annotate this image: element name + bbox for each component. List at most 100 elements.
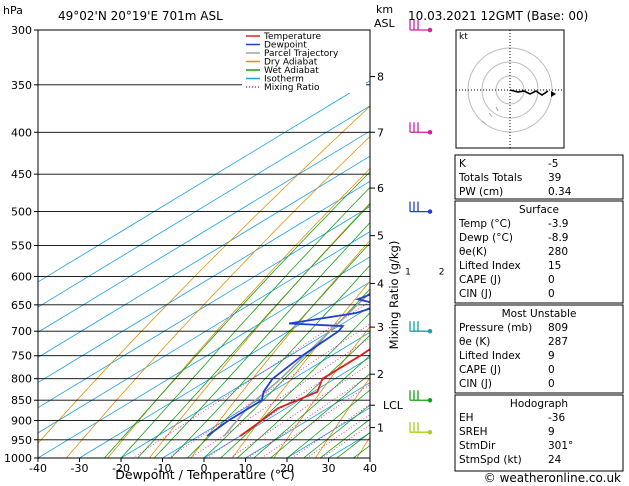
wind-barbs — [409, 20, 433, 435]
legend-entry: Parcel Trajectory — [264, 49, 339, 59]
wet-adiabat — [120, 186, 370, 458]
wet-adiabat — [104, 171, 370, 458]
wet-adiabat — [236, 334, 370, 458]
isotherm — [79, 281, 370, 458]
stats-label: θe (K) — [459, 336, 490, 348]
stats-section-title: Hodograph — [510, 398, 568, 410]
dry-adiabat — [315, 377, 370, 458]
pressure-tick-label: 300 — [11, 24, 32, 37]
stats-box — [454, 154, 624, 200]
profiles — [206, 291, 370, 437]
wind-barb — [409, 390, 433, 403]
legend-entry: Dewpoint — [264, 41, 307, 51]
stats-label: Lifted Index — [459, 260, 521, 272]
stats-label: SREH — [459, 426, 488, 438]
pressure-tick-label: 600 — [11, 270, 32, 283]
hodograph-level-ticks — [481, 106, 499, 125]
legend-entry: Mixing Ratio — [264, 83, 320, 93]
stats-label: PW (cm) — [459, 186, 503, 198]
stats-value: 39 — [548, 172, 561, 184]
stats-value: 0 — [548, 364, 555, 376]
hpa-label: hPa — [3, 4, 23, 17]
legend-entry: Dry Adiabat — [264, 58, 318, 68]
stats-value: 0 — [548, 378, 555, 390]
wet-adiabat — [220, 312, 370, 458]
pressure-tick-label: 1000 — [4, 452, 32, 465]
pressure-tick-label: 400 — [11, 126, 32, 139]
stats-label: Pressure (mb) — [459, 322, 532, 334]
datetime-title: 10.03.2021 12GMT (Base: 00) — [408, 9, 588, 23]
isotherm — [38, 206, 370, 409]
pressure-tick-label: 550 — [11, 239, 32, 252]
stats-label: CIN (J) — [459, 378, 492, 390]
asl-label: ASL — [374, 17, 396, 30]
mixing-ratio-axis-title: Mixing Ratio (g/kg) — [387, 241, 401, 350]
stats-value: 809 — [548, 322, 568, 334]
wet-adiabat — [253, 354, 370, 458]
temperature-tick-label: -20 — [112, 462, 130, 475]
stats-label: Temp (°C) — [458, 218, 511, 230]
copyright: © weatheronline.co.uk — [484, 471, 621, 485]
x-axis-title: Dewpoint / Temperature (°C) — [115, 467, 294, 482]
isobars — [38, 29, 370, 459]
isotherm — [38, 180, 370, 384]
wind-barb — [409, 122, 433, 135]
isotherm — [38, 105, 370, 308]
legend-box — [242, 31, 366, 93]
isotherm — [38, 231, 370, 434]
wind-barb — [409, 20, 433, 33]
hodograph-unit: kt — [459, 32, 468, 42]
stats-label: θe(K) — [459, 246, 487, 258]
stats-label: Dewp (°C) — [459, 232, 513, 244]
wind-barb — [409, 321, 433, 334]
temperature-tick-label: 40 — [363, 462, 377, 475]
parcel-trajectory-line — [223, 291, 370, 437]
pressure-tick-label: 900 — [11, 415, 32, 428]
stats-box — [454, 394, 624, 472]
stats-label: CIN (J) — [459, 288, 492, 300]
stats-section-title: Surface — [519, 204, 559, 216]
stats-label: CAPE (J) — [459, 274, 501, 286]
stats-value: 280 — [548, 246, 568, 258]
stats-value: -5 — [548, 158, 558, 170]
height-tick-label: 1 — [377, 422, 384, 435]
stats-value: 9 — [548, 350, 555, 362]
stats-label: Totals Totals — [458, 172, 522, 184]
hodograph-trace — [509, 89, 549, 96]
temperature-tick-label: 0 — [201, 462, 208, 475]
km-label: km — [376, 3, 393, 16]
pressure-tick-label: 650 — [11, 299, 32, 312]
temperature-tick-label: 10 — [239, 462, 253, 475]
stats-section-title: Most Unstable — [502, 308, 577, 320]
legend-entry: Isotherm — [264, 75, 304, 85]
pressure-tick-label: 750 — [11, 350, 32, 363]
height-tick-label: 6 — [377, 182, 384, 195]
height-tick-label: 2 — [377, 368, 384, 381]
stats-label: EH — [459, 412, 474, 424]
legend-entry: Wet Adiabat — [264, 66, 319, 76]
isotherm — [38, 80, 370, 283]
isotherm — [162, 331, 370, 458]
isotherm — [203, 356, 370, 458]
dewpoint-line — [206, 293, 370, 437]
wet-adiabat — [303, 404, 370, 458]
isotherm — [38, 130, 370, 333]
mixing-ratio-line — [190, 337, 370, 458]
pressure-tick-label: 700 — [11, 325, 32, 338]
stats-value: -8.9 — [548, 232, 569, 244]
lcl-label: LCL — [383, 399, 404, 412]
pressure-axis: 300 350 400 450 500 550 600 650 700 750 800 850 900 9… — [4, 24, 38, 465]
stats-value: 287 — [548, 336, 568, 348]
isotherm — [38, 256, 370, 458]
stats-label: StmSpd (kt) — [459, 454, 522, 466]
temperature-tick-label: -40 — [29, 462, 47, 475]
hodograph: kt — [455, 29, 565, 149]
height-axis: 1 2 3 4 5 6 7 8 LCL — [370, 71, 404, 435]
stats-value: -3.9 — [548, 218, 569, 230]
temperature-tick-label: 30 — [322, 462, 336, 475]
wind-barb-station — [427, 328, 433, 334]
stats-value: 0 — [548, 288, 555, 300]
stats-value: 9 — [548, 426, 555, 438]
